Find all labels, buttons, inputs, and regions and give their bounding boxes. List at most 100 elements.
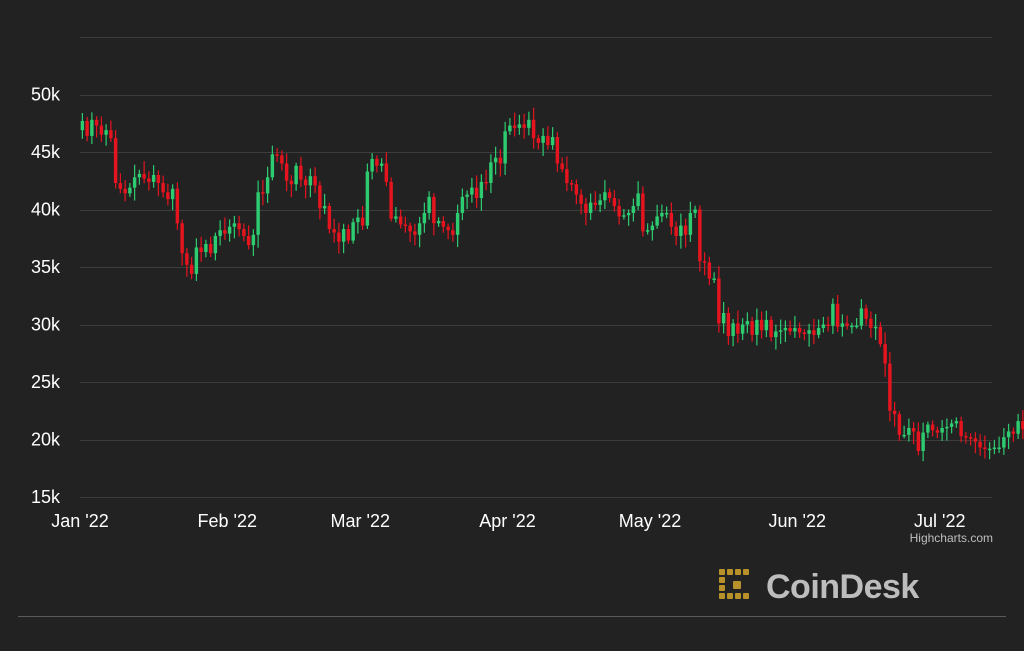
y-tick-label: 15k bbox=[31, 487, 61, 507]
candle-body bbox=[503, 131, 507, 164]
candle-body bbox=[408, 225, 412, 232]
candle-body bbox=[275, 154, 279, 156]
candle-body bbox=[512, 125, 517, 128]
candle-body bbox=[973, 438, 978, 442]
candle-body bbox=[793, 327, 797, 332]
candle-body bbox=[522, 124, 526, 128]
candle-body bbox=[797, 327, 802, 333]
candle-body bbox=[935, 430, 940, 433]
candle-body bbox=[218, 230, 222, 236]
candle-body bbox=[712, 278, 716, 280]
candle-body bbox=[840, 323, 845, 327]
candle-body bbox=[759, 319, 764, 331]
candle-body bbox=[745, 321, 750, 325]
candle-body bbox=[104, 130, 108, 135]
candle-body bbox=[356, 217, 360, 223]
highcharts-credits[interactable]: Highcharts.com bbox=[909, 531, 993, 545]
candle-body bbox=[403, 224, 408, 226]
candle-body bbox=[702, 261, 707, 263]
coindesk-logo: CoinDesk bbox=[716, 566, 919, 608]
candle-body bbox=[280, 155, 284, 164]
candle-body bbox=[474, 187, 479, 198]
candle-body bbox=[318, 185, 322, 209]
candle-body bbox=[731, 323, 735, 336]
candle-body bbox=[118, 183, 123, 189]
candle-body bbox=[788, 327, 792, 332]
candle-body bbox=[455, 212, 460, 235]
candle-body bbox=[778, 330, 783, 332]
candle-body bbox=[774, 331, 778, 338]
candle-body bbox=[907, 428, 911, 435]
candle-body bbox=[213, 235, 218, 254]
y-tick-label: 40k bbox=[31, 200, 61, 220]
candle-body bbox=[517, 124, 522, 128]
candle-body bbox=[189, 264, 194, 274]
candle-body bbox=[826, 324, 830, 326]
x-tick-label: Jan '22 bbox=[51, 511, 108, 531]
candle-body bbox=[246, 235, 251, 246]
candle-body bbox=[698, 209, 702, 262]
candle-body bbox=[688, 212, 693, 235]
x-tick-label: Feb '22 bbox=[198, 511, 257, 531]
candle-body bbox=[208, 244, 213, 254]
candle-body bbox=[531, 119, 536, 139]
candle-body bbox=[892, 410, 897, 415]
y-tick-label: 25k bbox=[31, 372, 61, 392]
candle-body bbox=[693, 209, 697, 213]
candle-body bbox=[389, 181, 393, 219]
candle-body bbox=[137, 173, 142, 178]
candle-body bbox=[384, 163, 389, 182]
candle-body bbox=[237, 223, 241, 230]
candle-body bbox=[764, 319, 769, 331]
candle-body bbox=[897, 414, 902, 435]
candle-body bbox=[128, 187, 132, 194]
candle-body bbox=[968, 437, 973, 439]
candle-body bbox=[1002, 437, 1006, 448]
candle-body bbox=[859, 308, 864, 326]
gridlines bbox=[80, 37, 992, 498]
candle-body bbox=[911, 428, 916, 432]
candle-body bbox=[565, 169, 569, 184]
x-tick-label: Jul '22 bbox=[914, 511, 965, 531]
candle-body bbox=[265, 177, 270, 194]
candle-body bbox=[987, 448, 992, 451]
candle-body bbox=[954, 421, 959, 424]
candle-body bbox=[902, 434, 906, 437]
candle-body bbox=[99, 125, 104, 135]
candle-body bbox=[983, 447, 987, 450]
candle-body bbox=[147, 178, 151, 182]
candle-body bbox=[574, 184, 579, 195]
candle-body bbox=[413, 231, 417, 235]
candle-body bbox=[232, 223, 237, 227]
candle-body bbox=[878, 326, 883, 345]
candle-body bbox=[360, 217, 365, 226]
candle-body bbox=[80, 120, 85, 131]
candle-body bbox=[821, 324, 826, 328]
candle-body bbox=[612, 198, 617, 207]
candle-body bbox=[812, 330, 816, 335]
candle-body bbox=[916, 431, 921, 451]
candle-body bbox=[555, 137, 560, 164]
candle-body bbox=[327, 206, 332, 230]
candle-body bbox=[816, 327, 821, 335]
candle-body bbox=[151, 175, 156, 182]
candle-body bbox=[90, 119, 94, 136]
candle-body bbox=[417, 223, 422, 235]
candle-body bbox=[123, 188, 127, 194]
candle-body bbox=[527, 119, 531, 128]
candle-body bbox=[365, 171, 370, 226]
candle-body bbox=[579, 194, 583, 204]
candle-body bbox=[783, 327, 788, 331]
candle-body bbox=[645, 230, 650, 232]
candle-body bbox=[185, 253, 189, 265]
candle-body bbox=[308, 176, 313, 186]
candle-body bbox=[484, 181, 488, 184]
candle-body bbox=[432, 196, 436, 224]
candle-body bbox=[175, 188, 180, 224]
candle-body bbox=[299, 165, 303, 180]
candle-body bbox=[726, 313, 731, 336]
candle-body bbox=[536, 138, 541, 143]
candle-body bbox=[831, 303, 835, 326]
candle-body bbox=[341, 229, 346, 242]
